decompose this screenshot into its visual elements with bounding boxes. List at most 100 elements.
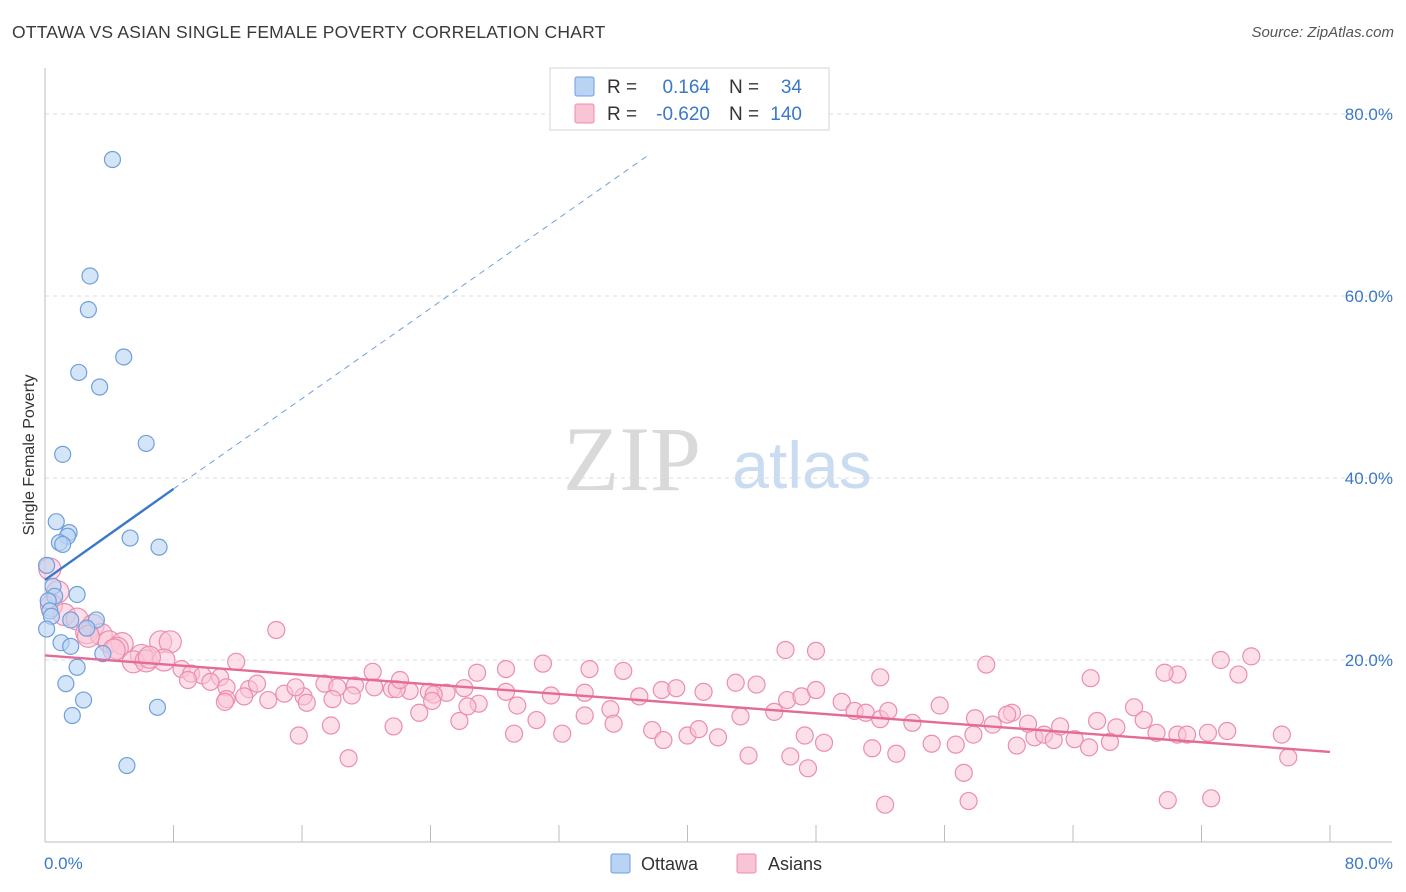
ottawa-n-label: N = (729, 77, 759, 98)
asians-point (1124, 698, 1144, 717)
ottawa-point (62, 637, 80, 655)
asians-point (1198, 723, 1218, 742)
asians-point (227, 652, 246, 671)
asians-point (630, 687, 649, 706)
asians-point (259, 690, 278, 710)
asians-point (450, 711, 469, 731)
stats-legend: R = 0.164 N = 34 R = -0.620 N = 140 (549, 67, 830, 131)
asians-point (267, 620, 286, 640)
asians-point (832, 692, 851, 711)
asians-point (694, 682, 713, 701)
watermark: ZIP atlas (563, 408, 872, 510)
asians-point (614, 661, 633, 681)
asians-point (390, 670, 410, 690)
ottawa-r-value: 0.164 (662, 77, 710, 98)
ottawa-point (148, 698, 167, 716)
legend-ottawa-label: Ottawa (641, 854, 699, 874)
watermark-zip: ZIP (563, 408, 701, 510)
asians-point (1242, 647, 1261, 666)
gridlines (45, 113, 1392, 661)
y-tick-label: 60.0% (1345, 287, 1393, 306)
x-tick-label-min: 0.0% (44, 854, 83, 873)
asians-point (247, 674, 267, 693)
asians-point (959, 791, 978, 811)
asians-n-value: 140 (770, 104, 802, 125)
ottawa-point (91, 378, 109, 396)
stats-legend-box (549, 67, 830, 131)
asians-point (1087, 711, 1107, 731)
asians-point (1155, 663, 1174, 682)
asians-point (321, 716, 341, 735)
ottawa-points (38, 150, 168, 775)
asians-point (508, 696, 527, 715)
ottawa-point (121, 529, 139, 547)
asians-point (689, 720, 708, 739)
asians-point (879, 701, 898, 721)
asians-point (964, 725, 983, 744)
asians-point (458, 697, 477, 716)
ottawa-point (137, 434, 155, 453)
watermark-atlas: atlas (732, 428, 871, 502)
asians-point (654, 730, 673, 750)
ottawa-swatch (574, 76, 595, 97)
y-axis-label: Single Female Poverty (21, 375, 38, 536)
asians-point (903, 713, 922, 732)
asians-point (1134, 710, 1153, 730)
ottawa-point (94, 645, 112, 663)
asians-point (922, 734, 941, 753)
asians-point (541, 686, 561, 705)
x-tick-labels: 0.0% 80.0% (44, 854, 1393, 873)
ottawa-point (47, 513, 65, 531)
asians-point (781, 747, 800, 766)
asians-point (1177, 725, 1197, 744)
asians-n-label: N = (729, 104, 759, 125)
asians-swatch (574, 103, 595, 124)
asians-point (423, 691, 442, 711)
asians-point (1100, 732, 1120, 752)
ottawa-point (81, 267, 99, 285)
asians-point (726, 673, 745, 692)
asians-point (575, 706, 594, 725)
asians-point (806, 641, 826, 661)
asians-point (297, 693, 316, 712)
ottawa-r-label: R = (607, 77, 637, 98)
asians-point (795, 726, 814, 745)
asians-point (983, 715, 1002, 734)
ottawa-point (78, 619, 96, 637)
ottawa-point (70, 363, 88, 382)
asians-trendline (44, 654, 1331, 754)
asians-point (553, 724, 572, 743)
asians-point (946, 735, 965, 754)
asians-point (747, 675, 766, 694)
axes (44, 68, 1392, 843)
asians-point (580, 659, 599, 679)
asians-point (1218, 721, 1237, 741)
asians-point (863, 739, 882, 758)
asians-point (467, 663, 487, 682)
ottawa-point (150, 538, 168, 556)
asians-point (323, 690, 342, 709)
ottawa-trendline (44, 487, 175, 581)
ottawa-point (62, 611, 80, 629)
asians-point (1065, 730, 1084, 749)
ottawa-point (115, 348, 133, 366)
asians-point (998, 705, 1017, 724)
ottawa-point (118, 756, 136, 775)
chart-title: OTTAWA VS ASIAN SINGLE FEMALE POVERTY CO… (12, 22, 606, 42)
asians-point (667, 679, 686, 698)
asians-point (533, 654, 553, 673)
asians-point (1202, 789, 1221, 808)
asians-point (504, 724, 524, 743)
asians-point (1147, 723, 1166, 742)
asians-r-label: R = (607, 104, 637, 125)
asians-point (1272, 725, 1291, 744)
asians-r-value: -0.620 (656, 104, 710, 125)
asians-point (1229, 665, 1248, 684)
ottawa-point (57, 675, 75, 693)
ottawa-point (63, 706, 81, 725)
asians-point (977, 655, 996, 674)
ottawa-n-value: 34 (781, 77, 803, 98)
asians-point (1279, 748, 1298, 767)
asians-point (806, 680, 826, 700)
